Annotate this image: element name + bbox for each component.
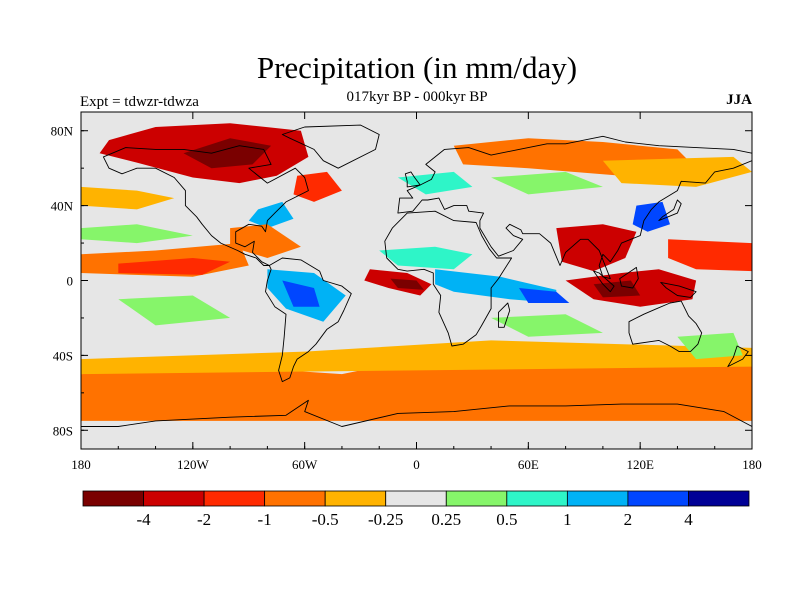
anomaly-indian-dark-blue <box>519 288 570 303</box>
colorbar-label: -0.5 <box>312 510 339 529</box>
anomaly-west-pacific-red <box>668 239 752 272</box>
anomaly-na-dark-red <box>183 138 272 169</box>
colorbar-label: -0.25 <box>368 510 403 529</box>
coastline-new-guinea <box>660 281 697 298</box>
anomaly-siberia-yellow <box>602 156 752 187</box>
anomaly-eurasia-green <box>491 171 603 195</box>
anomaly-east-us-blue <box>248 201 294 229</box>
colorbar-label: -2 <box>197 510 211 529</box>
x-tick-label: 120E <box>626 457 654 472</box>
coastlines <box>81 124 752 449</box>
anomaly-southern-ocean-yellow <box>81 340 752 375</box>
anomaly-maritime-dark <box>593 280 641 298</box>
colorbar-label: 2 <box>624 510 633 529</box>
anomaly-south-america-dblue <box>282 280 320 307</box>
colorbar-label: 0.5 <box>496 510 517 529</box>
colorbar: -4 -2 -1 -0.5 -0.25 0.25 0.5 1 2 4 <box>82 490 750 529</box>
chart-subtitle: 017kyr BP - 000kyr BP <box>346 89 488 105</box>
coastline-japan <box>658 199 682 222</box>
y-tick-label: 80N <box>51 124 74 139</box>
chart-title: Precipitation (in mm/day) <box>256 50 578 85</box>
x-tick-label: 60E <box>518 457 539 472</box>
coastline-antarctica <box>81 399 752 449</box>
season-label: JJA <box>726 92 752 108</box>
colorbar-label: 0.25 <box>431 510 461 529</box>
coastline-sumatra <box>593 270 615 293</box>
colorbar-swatch <box>445 490 508 507</box>
coastline-britain <box>404 171 421 188</box>
colorbar-swatch <box>506 490 568 507</box>
y-tick-label: 80S <box>53 423 73 438</box>
anomaly-north-pacific-green <box>81 224 193 244</box>
x-tick-label: 180 <box>71 457 91 472</box>
x-tick-label: 60W <box>292 457 318 472</box>
experiment-label: Expt = tdwzr-tdwza <box>80 94 199 110</box>
colorbar-swatch <box>566 490 629 507</box>
x-tick-label: 120W <box>177 457 210 472</box>
anomaly-africa-cyan <box>379 246 473 270</box>
coastline-eurasia <box>397 135 752 280</box>
colorbar-label: -4 <box>136 510 151 529</box>
anomaly-north-pacific-yellow <box>81 186 175 210</box>
x-tick-label: 0 <box>413 457 420 472</box>
colorbar-swatch <box>324 490 387 507</box>
colorbar-swatch <box>143 490 205 507</box>
coastline-greenland <box>281 124 380 169</box>
x-tick-label: 180 <box>742 457 762 472</box>
colorbar-swatch <box>688 490 750 507</box>
colorbar-label: 4 <box>684 510 693 529</box>
precipitation-anomaly-fill <box>81 123 752 421</box>
latitude-axis: 80N 40N 0 40S 80S <box>51 124 752 438</box>
anomaly-east-asia-blue <box>632 201 670 232</box>
colorbar-swatch <box>264 490 326 507</box>
anomaly-south-indian-green <box>491 314 603 337</box>
colorbar-swatch <box>203 490 266 507</box>
anomaly-australia-green <box>677 332 743 360</box>
anomaly-pacific-band-red <box>118 258 231 275</box>
y-tick-label: 40N <box>51 199 74 214</box>
colorbar-swatch <box>627 490 689 507</box>
coastline-borneo <box>619 266 639 289</box>
anomaly-atlantic-itcz-dark <box>390 278 424 290</box>
y-tick-label: 40S <box>53 348 73 363</box>
colorbar-swatch <box>385 490 447 507</box>
colorbar-label: -1 <box>258 510 272 529</box>
longitude-axis: 180 120W 60W 0 60E 120E 180 <box>71 112 762 472</box>
coastline-south-america <box>265 257 352 383</box>
coastline-africa <box>384 210 513 347</box>
coastline-australia <box>628 300 703 353</box>
colorbar-swatch <box>82 490 144 507</box>
colorbar-label: 1 <box>563 510 572 529</box>
anomaly-south-pacific-green <box>118 295 231 326</box>
anomaly-caribbean-orange <box>230 224 301 258</box>
y-tick-label: 0 <box>67 274 74 289</box>
coastline-new-zealand <box>727 345 749 368</box>
coastline-north-america <box>102 145 309 266</box>
coastline-madagascar <box>498 302 511 328</box>
anomaly-europe-cyan <box>397 171 473 195</box>
